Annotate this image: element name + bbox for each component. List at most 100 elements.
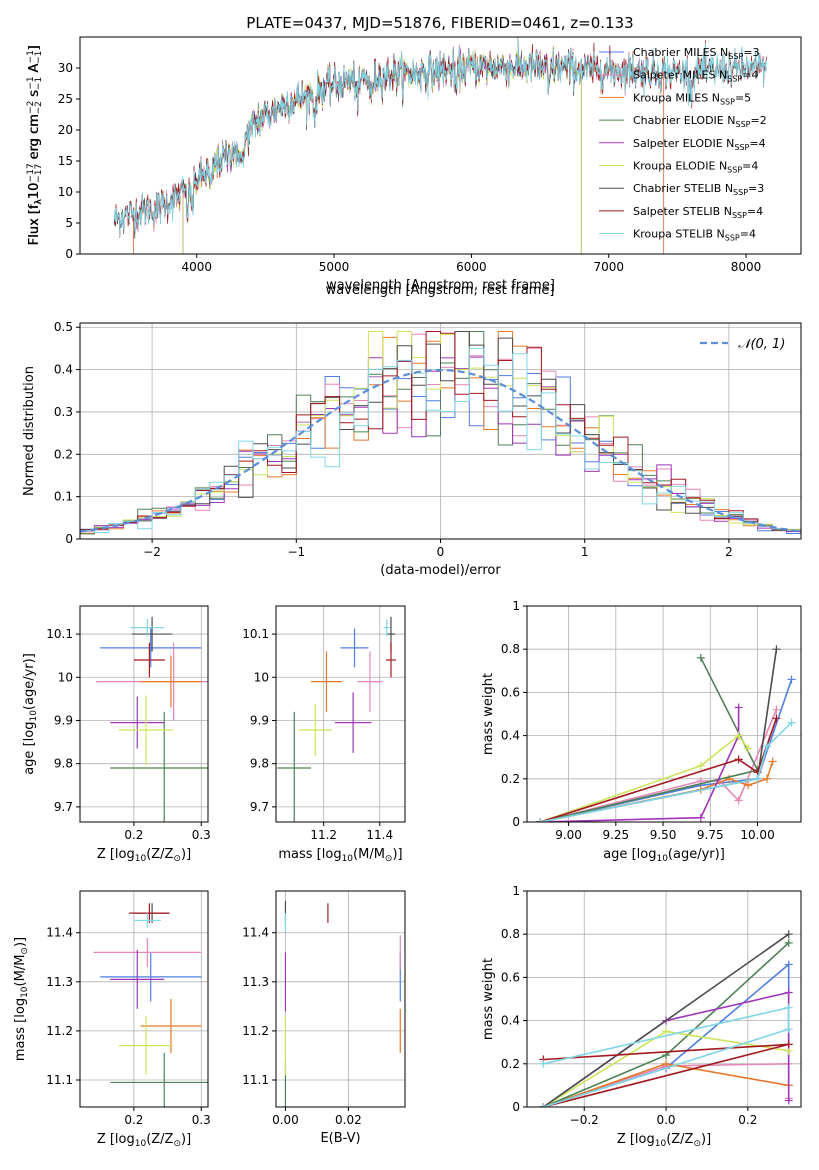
x-tick-label: 0.2 (124, 828, 143, 842)
legend-nssp: 3 (752, 46, 759, 59)
errorbar-salpeter-miles (93, 937, 202, 968)
y-axis-label-part: (age/yr)] (22, 653, 37, 710)
weight-marker (696, 761, 705, 770)
y-tick-label: 10.1 (46, 627, 73, 641)
x-axis-label: E(B-V) (320, 1131, 360, 1146)
legend-sub: SSP (725, 234, 740, 243)
y-axis-label-part: A (27, 64, 42, 77)
y-tick-label: 9.9 (250, 713, 269, 727)
weight-marker (734, 731, 743, 740)
x-axis-label-part: (age/yr)] (668, 847, 725, 862)
y-tick-label: 11.1 (46, 1073, 73, 1087)
axes-border (526, 890, 802, 1108)
weight-marker (696, 653, 705, 662)
x-tick-label: 5000 (319, 260, 350, 274)
plot-area (113, 37, 767, 254)
y-tick-label: 0 (65, 247, 73, 261)
legend-sub: SSP (733, 188, 748, 197)
errorbar-kroupa-miles (140, 655, 202, 708)
legend-n: N (720, 46, 728, 59)
weight-line-kroupa-stelib (543, 1006, 790, 1107)
legend-sub: SSP (727, 166, 742, 175)
y-tick-label: 11.3 (46, 975, 73, 989)
y-axis-label-part: Flux [f (27, 204, 42, 245)
panel-mass-vs-ebv: 0.00 0.02 11.1 11.2 11.3 11.4 E(B-V) (242, 890, 406, 1146)
x-tick-label: 0.3 (192, 1113, 211, 1127)
axes-frame: 0.00 0.02 11.1 11.2 11.3 11.4 E(B-V) (242, 890, 406, 1146)
weight-marker (784, 960, 793, 969)
legend-series-name: Chabrier MILES (633, 46, 717, 59)
legend-n: N (726, 137, 734, 150)
x-tick-label: 7000 (593, 260, 624, 274)
y-tick-label: 5 (65, 216, 73, 230)
weight-marker (662, 1059, 671, 1068)
legend-nssp: 4 (751, 160, 758, 173)
axes-border (79, 36, 802, 255)
axes-border (526, 605, 802, 823)
x-axis-label-part: age [log (603, 847, 656, 862)
weight-marker (696, 813, 705, 822)
y-axis-label-part: A (27, 63, 42, 76)
y-axis-label-part: −2 (26, 101, 36, 114)
x-tick-label: 8000 (731, 260, 762, 274)
weight-line-salpeter-miles (540, 709, 778, 822)
y-axis-label: mass weight (481, 673, 496, 755)
legend-eq: = (742, 160, 751, 173)
x-tick-label: 0 (437, 545, 445, 559)
y-tick-label: 0.6 (501, 685, 520, 699)
x-axis-label-part: ⊙ (173, 1139, 181, 1149)
x-axis-label-part: Z [log (97, 847, 135, 862)
weight-marker (536, 818, 545, 822)
x-axis-label-part: Z [log (617, 1132, 655, 1147)
y-tick-label: 1 (512, 599, 520, 613)
y-tick-label: 20 (58, 123, 73, 137)
panel-weight-vs-Z: −0.2 0.0 0.2 0 0.2 0.4 0.6 0.8 1 Z [log10(Z/Z⊙)] m… (481, 884, 802, 1149)
legend-n: N (712, 91, 720, 104)
x-tick-label: 0.2 (124, 1113, 143, 1127)
errorbar-chabrier-elodie (277, 711, 312, 822)
y-axis-label-part: −1 (34, 77, 44, 90)
x-axis-label-part: ⊙ (385, 854, 393, 864)
legend-nssp: 3 (757, 182, 764, 195)
legend-sub: SSP (728, 52, 743, 61)
y-tick-label: 10 (58, 185, 73, 199)
legend-n: N (719, 69, 727, 82)
y-tick-label: 0.1 (54, 490, 73, 504)
legend-label: Kroupa MILES NSSP=5 (633, 91, 751, 106)
x-axis-label-part: )] (181, 1132, 191, 1147)
y-axis-label-part: 10 (29, 710, 39, 722)
y-axis-label-part: λ (34, 199, 44, 205)
y-axis-label-part: −17 (26, 163, 36, 182)
y-axis-label-part: mass [log (13, 998, 28, 1061)
weight-marker (784, 938, 793, 947)
x-axis-label-part: ⊙ (693, 1139, 701, 1149)
legend-series-name: Salpeter STELIB (633, 205, 720, 218)
legend-label: Chabrier MILES NSSP=3 (633, 46, 759, 61)
y-axis-label-part: λ (34, 198, 44, 204)
y-tick-label: 9.7 (54, 800, 73, 814)
errorbar-salpeter-stelib (385, 642, 397, 678)
y-tick-label: 15 (58, 154, 73, 168)
y-tick-label: 0 (512, 1100, 520, 1114)
legend-n: N (719, 160, 727, 173)
y-tick-label: 0.5 (54, 320, 73, 334)
y-axis-label-part: ⊙ (20, 947, 30, 955)
weight-marker (662, 1027, 671, 1036)
weight-marker (772, 705, 781, 714)
x-tick-label: 11.4 (366, 828, 393, 842)
legend-nssp: 4 (756, 205, 763, 218)
weight-marker (784, 930, 793, 939)
weight-marker (734, 796, 743, 805)
y-tick-label: 0.4 (501, 729, 520, 743)
errorbar-kroupa-stelib (133, 913, 161, 928)
x-tick-label: 1 (581, 545, 589, 559)
y-tick-label: 10.1 (242, 627, 269, 641)
panel-spectrum: 4000 5000 6000 7000 8000051015202530waveleng… (26, 36, 802, 298)
errorbar-kroupa-elodie (298, 704, 333, 756)
y-tick-label: 1 (512, 884, 520, 898)
panel-residuals: −2 −1 0 1 2 0 0.1 0.2 0.3 0.4 0.5 (data-model)/erro… (22, 320, 802, 578)
y-tick-label: 10 (58, 670, 73, 684)
legend: 𝒩(0, 1) (700, 337, 785, 352)
x-axis-label: mass [log10(M/M⊙)] (278, 847, 402, 864)
errorbar-chabrier-miles (340, 628, 369, 668)
